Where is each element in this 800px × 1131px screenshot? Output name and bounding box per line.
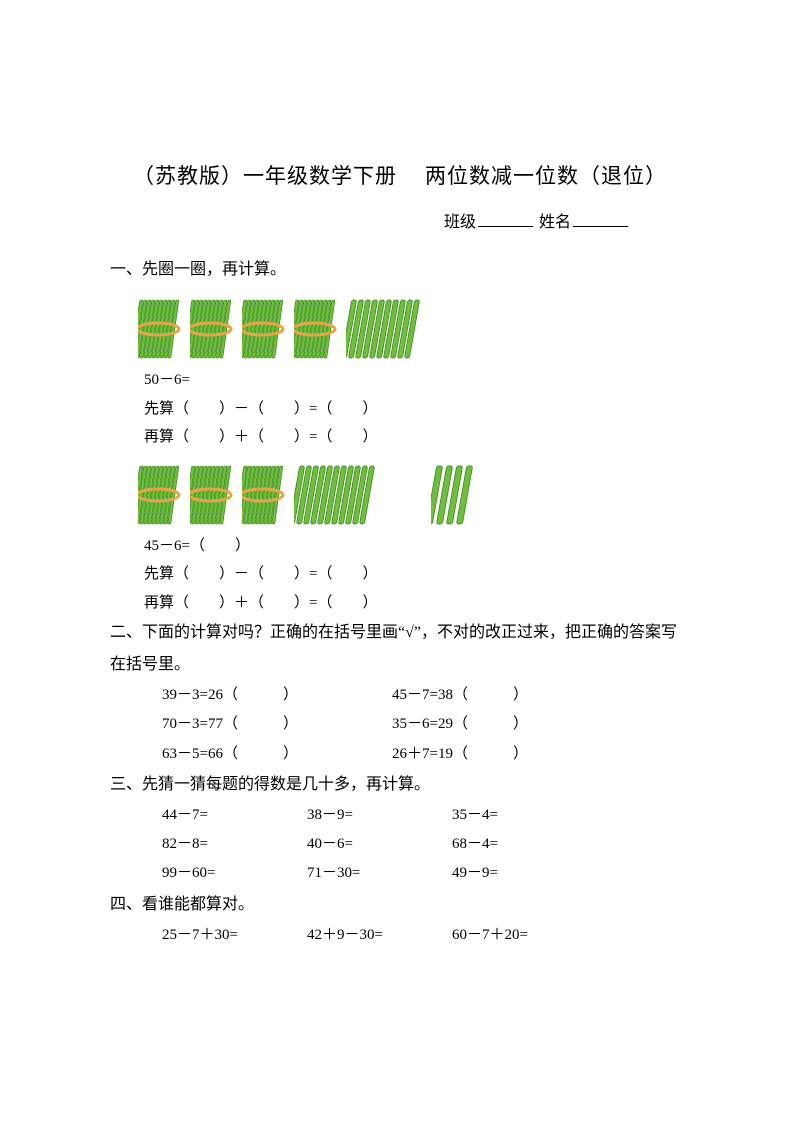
p2-line2: 再算（ ）＋（ ）=（ ）	[110, 589, 690, 618]
p2-line1: 先算（ ）－（ ）=（ ）	[110, 560, 690, 589]
s2-r3c1: 63－5=66（ ）	[162, 740, 392, 769]
s3-r1c2: 38－9=	[307, 801, 452, 830]
s3-r2c3: 68－4=	[452, 830, 498, 859]
loose-sticks-icon	[346, 298, 428, 360]
section-3: 三、先猜一猜每题的得数是几十多，再计算。 44－7= 38－9= 35－4= 8…	[110, 769, 690, 889]
s3-r2c1: 82－8=	[162, 830, 307, 859]
s3-r3c3: 49－9=	[452, 859, 498, 888]
bundle-icon	[242, 464, 288, 526]
s3-r1c3: 35－4=	[452, 801, 498, 830]
bundle-icon	[190, 298, 236, 360]
bundle-icon	[242, 298, 288, 360]
p2-expr: 45－6=（ ）	[110, 532, 690, 561]
s3-r1c1: 44－7=	[162, 801, 307, 830]
bundle-icon	[294, 298, 340, 360]
bundle-icon	[138, 298, 184, 360]
class-label: 班级	[444, 214, 476, 231]
bundle-icon	[190, 464, 236, 526]
s1-heading: 一、先圈一圈，再计算。	[110, 254, 690, 286]
loose-sticks-icon	[294, 464, 383, 526]
s2-r2c2: 35－6=29（ ）	[392, 710, 528, 739]
s2-heading: 二、下面的计算对吗？正确的在括号里画“√”，不对的改正过来，把正确的答案写在括号…	[110, 617, 690, 681]
p1-line1: 先算（ ）－（ ）=（ ）	[110, 395, 690, 424]
s4-r1c1: 25－7＋30=	[162, 921, 307, 950]
loose-sticks-icon	[431, 464, 483, 526]
section-1: 一、先圈一圈，再计算。 50－6= 先算（ ）－（ ）=（ ） 再算（ ）＋（ …	[110, 254, 690, 617]
title-right: 两位数减一位数（退位）	[425, 164, 667, 188]
s3-r2c2: 40－6=	[307, 830, 452, 859]
s2-r1c1: 39－3=26（ ）	[162, 681, 392, 710]
s3-heading: 三、先猜一猜每题的得数是几十多，再计算。	[110, 769, 690, 801]
section-2: 二、下面的计算对吗？正确的在括号里画“√”，不对的改正过来，把正确的答案写在括号…	[110, 617, 690, 769]
sticks-figure-1	[138, 296, 690, 360]
section-4: 四、看谁能都算对。 25－7＋30= 42＋9－30= 60－7＋20=	[110, 889, 690, 950]
s4-heading: 四、看谁能都算对。	[110, 889, 690, 921]
bundle-icon	[138, 464, 184, 526]
s2-r1c2: 45－7=38（ ）	[392, 681, 528, 710]
p1-expr: 50－6=	[110, 366, 690, 395]
page-title: （苏教版）一年级数学下册 两位数减一位数（退位）	[110, 160, 690, 190]
s3-r3c2: 71－30=	[307, 859, 452, 888]
sticks-figure-2	[138, 462, 690, 526]
name-blank[interactable]	[573, 212, 628, 227]
p1-line2: 再算（ ）＋（ ）=（ ）	[110, 423, 690, 452]
class-blank[interactable]	[478, 212, 533, 227]
name-line: 班级 姓名	[110, 208, 690, 232]
s2-r2c1: 70－3=77（ ）	[162, 710, 392, 739]
name-label: 姓名	[539, 214, 571, 231]
title-left: （苏教版）一年级数学下册	[133, 164, 397, 188]
s4-r1c3: 60－7＋20=	[452, 921, 528, 950]
s2-r3c2: 26＋7=19（ ）	[392, 740, 528, 769]
s3-r3c1: 99－60=	[162, 859, 307, 888]
s4-r1c2: 42＋9－30=	[307, 921, 452, 950]
